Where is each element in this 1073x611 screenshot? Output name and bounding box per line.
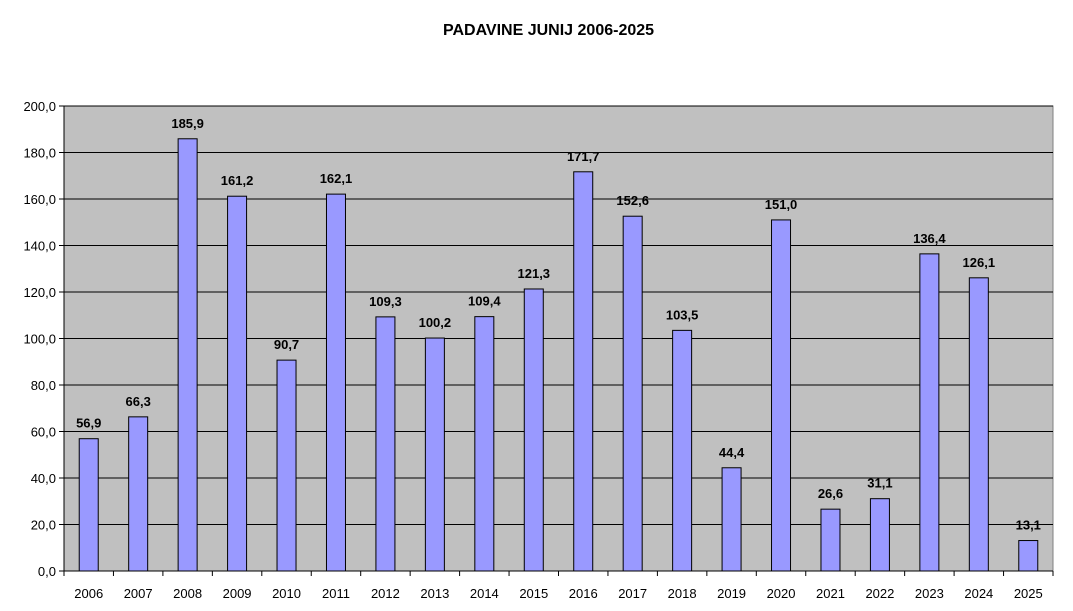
data-label: 44,4: [719, 445, 745, 460]
data-label: 171,7: [567, 149, 600, 164]
y-tick-label: 120,0: [23, 285, 56, 300]
bar: [622, 215, 643, 572]
x-tick-label: 2017: [618, 586, 647, 601]
bars: [78, 138, 1039, 572]
data-labels: 56,9 66,3 185,9 161,2 90,7 162,1 109,3 100,2 109…: [76, 116, 1041, 533]
y-tick-label: 100,0: [23, 332, 56, 347]
bar: [573, 171, 594, 572]
x-tick-label: 2012: [371, 586, 400, 601]
data-label: 26,6: [818, 486, 843, 501]
y-tick-label: 20,0: [31, 518, 56, 533]
bar: [672, 329, 693, 572]
x-tick-label: 2025: [1014, 586, 1043, 601]
y-tick-label: 140,0: [23, 239, 56, 254]
y-tick-label: 40,0: [31, 471, 56, 486]
x-tick-label: 2021: [816, 586, 845, 601]
x-tick-label: 2006: [74, 586, 103, 601]
x-tick-label: 2023: [915, 586, 944, 601]
bar: [325, 193, 346, 572]
bar: [919, 253, 940, 572]
bar: [78, 438, 99, 572]
bar: [1018, 540, 1039, 572]
y-tick-label: 0,0: [38, 564, 56, 579]
data-label: 100,2: [419, 315, 452, 330]
data-label: 56,9: [76, 416, 101, 431]
bar: [177, 138, 198, 572]
axes: 0,0 20,0 40,0 60,0 80,0 100,0 120,0 140,0 160,0 1…: [23, 99, 1054, 601]
data-label: 109,3: [369, 294, 402, 309]
x-tick-label: 2015: [519, 586, 548, 601]
x-tick-label: 2013: [420, 586, 449, 601]
x-tick-label: 2007: [124, 586, 153, 601]
bar: [869, 498, 890, 572]
bar: [227, 195, 248, 572]
x-tick-label: 2011: [322, 586, 350, 601]
bar: [523, 288, 544, 572]
data-label: 90,7: [274, 337, 299, 352]
data-label: 126,1: [963, 255, 996, 270]
y-tick-label: 160,0: [23, 192, 56, 207]
bar: [474, 316, 495, 572]
data-label: 31,1: [867, 476, 892, 491]
x-tick-label: 2018: [668, 586, 697, 601]
data-label: 151,0: [765, 197, 798, 212]
y-tick-label: 180,0: [23, 146, 56, 161]
x-tick-label: 2016: [569, 586, 598, 601]
y-tick-label: 80,0: [31, 378, 56, 393]
bar: [424, 337, 445, 572]
data-label: 103,5: [666, 307, 699, 322]
y-tick-label: 200,0: [23, 99, 56, 114]
bar: [128, 416, 149, 572]
x-tick-label: 2024: [964, 586, 993, 601]
x-tick-label: 2020: [767, 586, 796, 601]
data-label: 136,4: [913, 231, 946, 246]
data-label: 161,2: [221, 173, 254, 188]
chart-title: PADAVINE JUNIJ 2006-2025: [442, 22, 655, 39]
x-tick-label: 2022: [865, 586, 894, 601]
bar: [375, 316, 396, 572]
data-label: 109,4: [468, 294, 501, 309]
x-tick-label: 2010: [272, 586, 301, 601]
x-tick-label: 2019: [717, 586, 746, 601]
y-tick-label: 60,0: [31, 425, 56, 440]
x-tick-label: 2008: [173, 586, 202, 601]
data-label: 66,3: [126, 394, 151, 409]
data-label: 162,1: [320, 171, 353, 186]
data-label: 152,6: [616, 193, 649, 208]
x-tick-label: 2009: [223, 586, 252, 601]
data-label: 185,9: [171, 116, 204, 131]
data-label: 13,1: [1016, 518, 1041, 533]
bar: [820, 508, 841, 572]
bar: [721, 467, 742, 572]
bar: [968, 277, 989, 572]
data-label: 121,3: [518, 266, 551, 281]
bar: [276, 359, 297, 572]
bar: [771, 219, 792, 572]
x-tick-label: 2014: [470, 586, 499, 601]
